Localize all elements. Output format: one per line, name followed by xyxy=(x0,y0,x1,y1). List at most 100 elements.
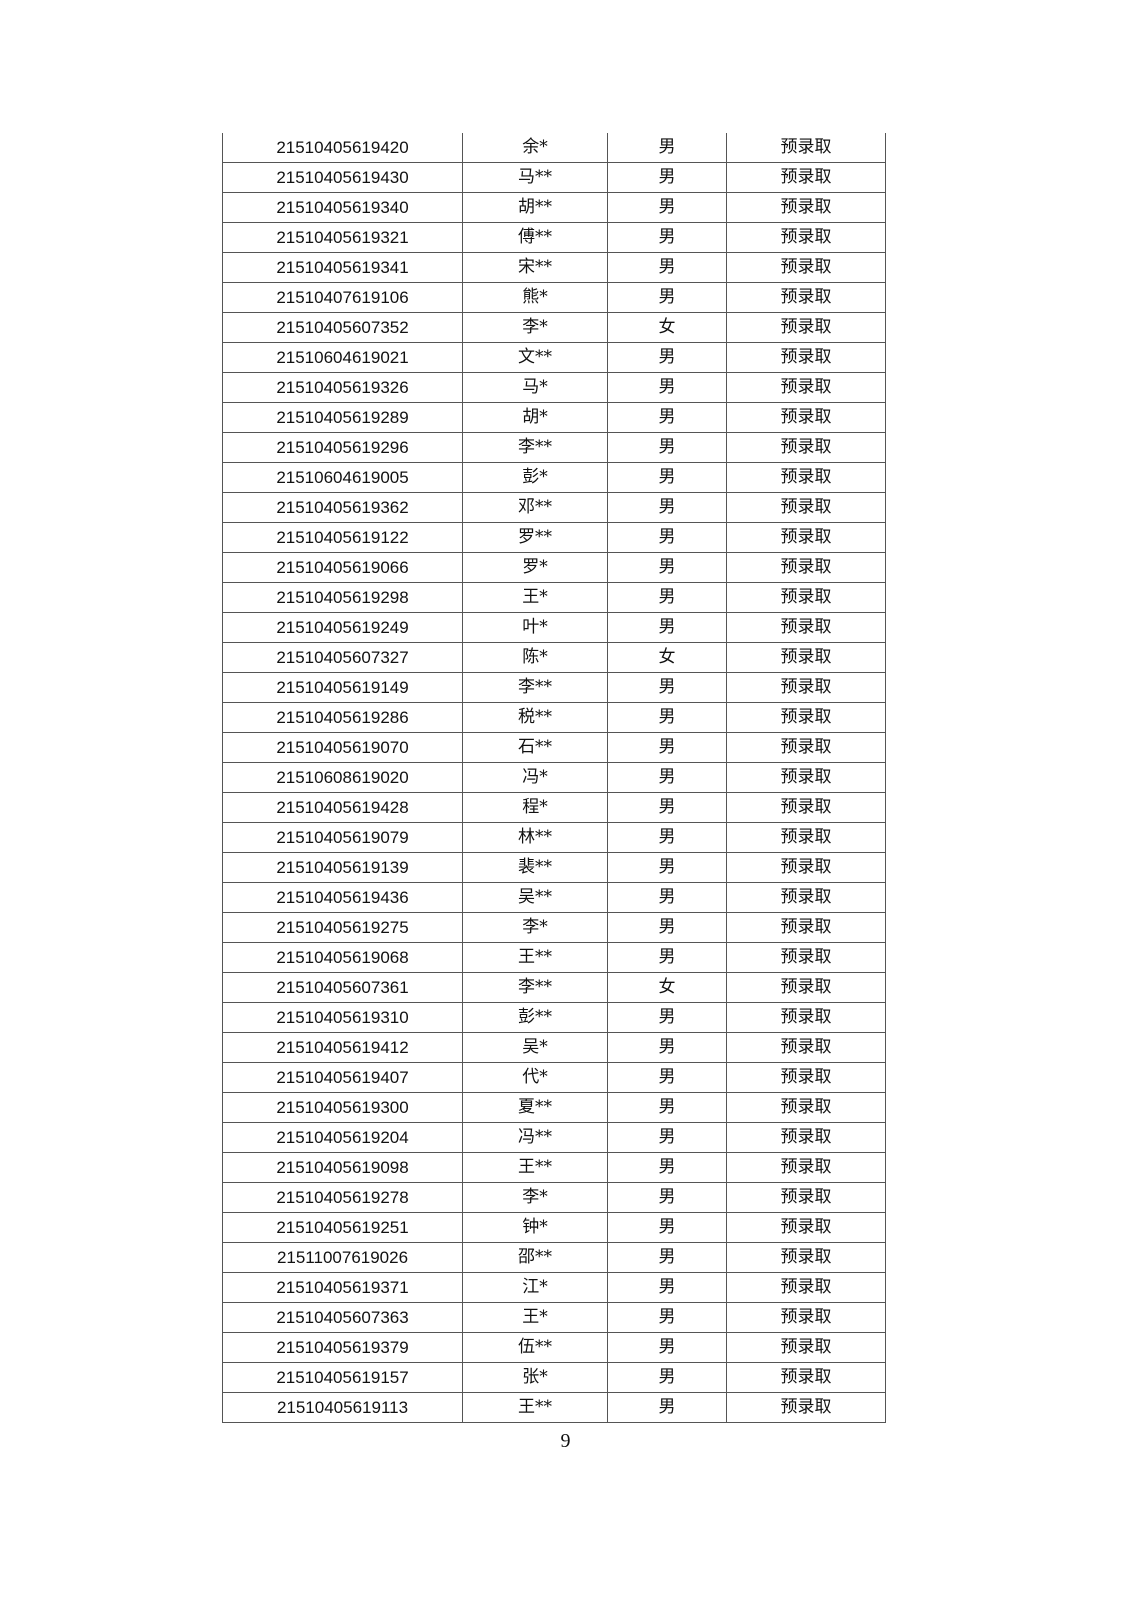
candidate-id-cell: 21510405619098 xyxy=(222,1152,463,1183)
candidate-name-cell: 文** xyxy=(462,342,608,373)
table-row: 21510407619106 熊* 男预录取 xyxy=(222,282,886,313)
candidate-name-cell: 彭** xyxy=(462,1002,608,1033)
status-cell: 预录取 xyxy=(726,222,886,253)
gender-cell: 男 xyxy=(607,133,727,163)
status-cell: 预录取 xyxy=(726,1122,886,1153)
gender-cell: 男 xyxy=(607,1272,727,1303)
gender-cell: 女 xyxy=(607,642,727,673)
gender-cell: 男 xyxy=(607,1182,727,1213)
candidate-id-cell: 21510405619204 xyxy=(222,1122,463,1153)
candidate-id-cell: 21510405607327 xyxy=(222,642,463,673)
status-cell: 预录取 xyxy=(726,342,886,373)
gender-cell: 男 xyxy=(607,222,727,253)
gender-cell: 女 xyxy=(607,972,727,1003)
table-row: 21510405619379 伍** 男预录取 xyxy=(222,1332,886,1363)
table-row: 21510405619275 李* 男预录取 xyxy=(222,912,886,943)
table-row: 21510405619286 税** 男预录取 xyxy=(222,702,886,733)
status-cell: 预录取 xyxy=(726,552,886,583)
gender-cell: 男 xyxy=(607,192,727,223)
candidate-name-cell: 宋** xyxy=(462,252,608,283)
status-cell: 预录取 xyxy=(726,882,886,913)
gender-cell: 男 xyxy=(607,1032,727,1063)
candidate-id-cell: 21510405619251 xyxy=(222,1212,463,1243)
table-row: 21510405619362 邓** 男预录取 xyxy=(222,492,886,523)
candidate-id-cell: 21510405607361 xyxy=(222,972,463,1003)
status-cell: 预录取 xyxy=(726,1002,886,1033)
table-row: 21510405619068 王** 男预录取 xyxy=(222,942,886,973)
table-row: 21510405619251 钟* 男预录取 xyxy=(222,1212,886,1243)
candidate-id-cell: 21510604619005 xyxy=(222,462,463,493)
status-cell: 预录取 xyxy=(726,672,886,703)
status-cell: 预录取 xyxy=(726,852,886,883)
status-cell: 预录取 xyxy=(726,372,886,403)
status-cell: 预录取 xyxy=(726,462,886,493)
gender-cell: 男 xyxy=(607,582,727,613)
gender-cell: 男 xyxy=(607,672,727,703)
gender-cell: 男 xyxy=(607,372,727,403)
candidate-id-cell: 21510405619289 xyxy=(222,402,463,433)
candidate-id-cell: 21510405619113 xyxy=(222,1392,463,1423)
status-cell: 预录取 xyxy=(726,1332,886,1363)
gender-cell: 男 xyxy=(607,432,727,463)
candidate-id-cell: 21510405607352 xyxy=(222,312,463,343)
gender-cell: 男 xyxy=(607,462,727,493)
candidate-id-cell: 21510405619412 xyxy=(222,1032,463,1063)
candidate-name-cell: 王* xyxy=(462,1302,608,1333)
table-row: 21510405619300 夏** 男预录取 xyxy=(222,1092,886,1123)
status-cell: 预录取 xyxy=(726,732,886,763)
candidate-id-cell: 21510405619122 xyxy=(222,522,463,553)
table-row: 21511007619026 邵** 男预录取 xyxy=(222,1242,886,1273)
status-cell: 预录取 xyxy=(726,1302,886,1333)
candidate-name-cell: 王* xyxy=(462,582,608,613)
candidate-id-cell: 21510405619275 xyxy=(222,912,463,943)
candidate-name-cell: 吴* xyxy=(462,1032,608,1063)
table-row: 21510405619436 吴** 男预录取 xyxy=(222,882,886,913)
status-cell: 预录取 xyxy=(726,942,886,973)
candidate-name-cell: 胡** xyxy=(462,192,608,223)
table-row: 21510604619005 彭* 男预录取 xyxy=(222,462,886,493)
status-cell: 预录取 xyxy=(726,822,886,853)
candidate-name-cell: 李* xyxy=(462,312,608,343)
status-cell: 预录取 xyxy=(726,133,886,163)
candidate-name-cell: 王** xyxy=(462,942,608,973)
candidate-id-cell: 21510405619428 xyxy=(222,792,463,823)
candidate-name-cell: 李** xyxy=(462,972,608,1003)
candidate-name-cell: 石** xyxy=(462,732,608,763)
status-cell: 预录取 xyxy=(726,762,886,793)
status-cell: 预录取 xyxy=(726,612,886,643)
candidate-name-cell: 李* xyxy=(462,912,608,943)
gender-cell: 男 xyxy=(607,1212,727,1243)
status-cell: 预录取 xyxy=(726,402,886,433)
candidate-name-cell: 马** xyxy=(462,162,608,193)
candidate-name-cell: 胡* xyxy=(462,402,608,433)
table-row: 21510405619278 李* 男预录取 xyxy=(222,1182,886,1213)
candidate-id-cell: 21510405619139 xyxy=(222,852,463,883)
table-row: 21510405619122 罗** 男预录取 xyxy=(222,522,886,553)
candidate-name-cell: 李** xyxy=(462,672,608,703)
table-row: 21510405619289 胡* 男预录取 xyxy=(222,402,886,433)
candidate-id-cell: 21510405619066 xyxy=(222,552,463,583)
table-row: 21510405619113 王** 男预录取 xyxy=(222,1392,886,1423)
gender-cell: 男 xyxy=(607,342,727,373)
candidate-id-cell: 21510405619157 xyxy=(222,1362,463,1393)
page-number: 9 xyxy=(560,1430,571,1452)
gender-cell: 男 xyxy=(607,942,727,973)
candidate-id-cell: 21510405619286 xyxy=(222,702,463,733)
candidate-id-cell: 21510405619149 xyxy=(222,672,463,703)
status-cell: 预录取 xyxy=(726,1392,886,1423)
candidate-id-cell: 21510405619296 xyxy=(222,432,463,463)
gender-cell: 男 xyxy=(607,402,727,433)
table-row: 21510405619326 马* 男预录取 xyxy=(222,372,886,403)
gender-cell: 男 xyxy=(607,1362,727,1393)
status-cell: 预录取 xyxy=(726,1362,886,1393)
candidate-name-cell: 王** xyxy=(462,1152,608,1183)
table-row: 21510405619296 李** 男预录取 xyxy=(222,432,886,463)
gender-cell: 男 xyxy=(607,1062,727,1093)
gender-cell: 男 xyxy=(607,912,727,943)
candidate-name-cell: 叶* xyxy=(462,612,608,643)
candidate-name-cell: 邓** xyxy=(462,492,608,523)
gender-cell: 男 xyxy=(607,1152,727,1183)
candidate-name-cell: 林** xyxy=(462,822,608,853)
candidate-name-cell: 钟* xyxy=(462,1212,608,1243)
candidate-name-cell: 罗** xyxy=(462,522,608,553)
